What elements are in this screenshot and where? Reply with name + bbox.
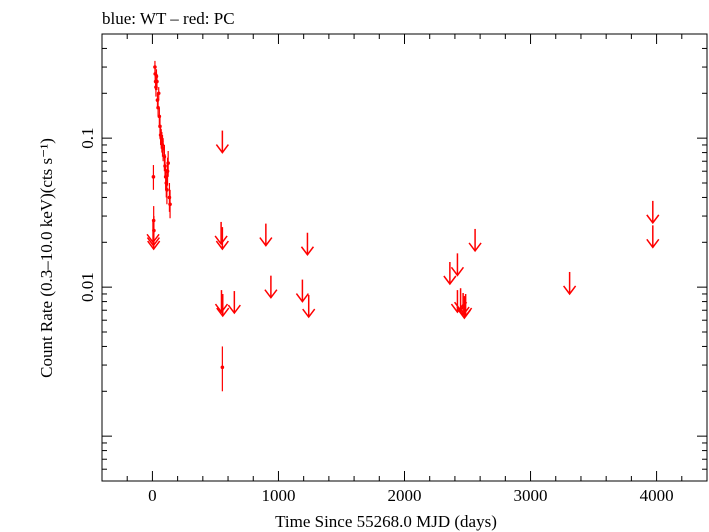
x-tick-label: 2000 — [388, 486, 422, 505]
x-tick-label: 1000 — [261, 486, 295, 505]
upper-limit-arrow — [214, 290, 229, 314]
upper-limit-arrow — [450, 253, 465, 277]
upper-limit-arrow — [456, 293, 470, 317]
x-tick-label: 0 — [148, 486, 157, 505]
upper-limit-arrow — [646, 225, 660, 249]
x-tick-label: 4000 — [640, 486, 674, 505]
x-axis-ticks: 0 1000 2000 3000 4000 — [126, 34, 683, 505]
y-tick-label: 0.1 — [78, 128, 97, 149]
upper-limit-arrow — [147, 227, 161, 251]
data-point — [167, 183, 172, 212]
upper-limit-arrow — [215, 130, 229, 154]
plot-frame — [101, 33, 708, 482]
data-point — [151, 165, 156, 190]
chart-title: blue: WT – red: PC — [102, 9, 235, 28]
upper-limit-arrow — [215, 227, 229, 251]
data-point — [220, 346, 225, 392]
upper-limit-arrow — [459, 294, 473, 318]
upper-limit-arrow — [295, 279, 310, 303]
x-tick-label: 3000 — [514, 486, 548, 505]
upper-limit-arrow — [259, 223, 273, 247]
data-point — [166, 150, 170, 177]
upper-limit-arrow — [443, 261, 457, 286]
upper-limit-arrow — [214, 221, 228, 246]
data-point — [168, 189, 172, 219]
upper-limit-arrow — [563, 271, 577, 296]
upper-limit-arrow — [646, 200, 660, 225]
y-axis-ticks: 0.01 0.1 — [78, 33, 707, 482]
x-axis-label: Time Since 55268.0 MJD (days) — [275, 512, 497, 531]
upper-limit-arrow — [468, 228, 482, 253]
data-point — [156, 87, 161, 101]
upper-limit-arrow — [302, 295, 316, 319]
upper-limit-arrow — [216, 294, 230, 318]
upper-limit-arrow — [227, 291, 241, 315]
upper-limit-arrow — [264, 275, 278, 299]
y-tick-label: 0.01 — [78, 272, 97, 302]
data-point — [165, 175, 169, 205]
data-marks — [146, 60, 660, 392]
upper-limit-arrow — [300, 232, 315, 256]
data-point — [155, 73, 159, 91]
y-axis-label: Count Rate (0.3–10.0 keV)(cts s⁻¹) — [37, 138, 56, 378]
